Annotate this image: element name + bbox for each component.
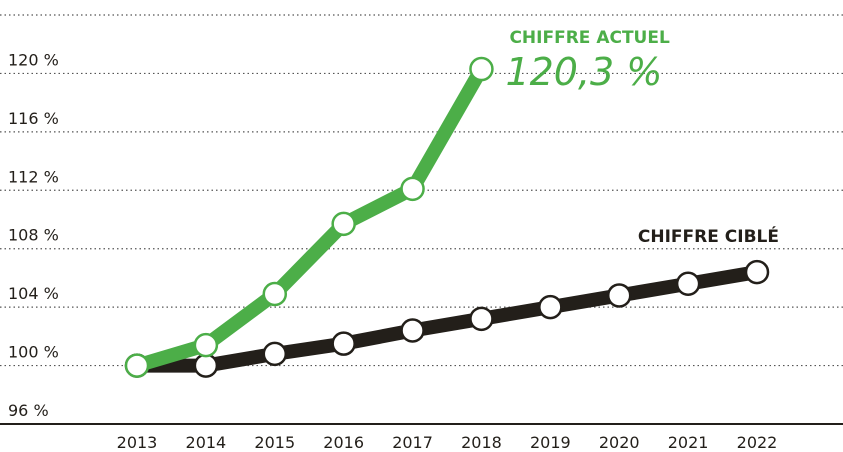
x-tick-label: 2014 <box>186 433 227 452</box>
point-marker <box>675 271 701 297</box>
point-marker <box>606 283 632 308</box>
series-label: CHIFFRE CIBLÉ <box>638 225 779 247</box>
point-marker <box>331 211 356 237</box>
x-tick-label: 2015 <box>254 433 295 452</box>
y-tick-label: 100 % <box>8 343 59 362</box>
x-tick-label: 2017 <box>392 433 433 452</box>
point-marker <box>744 259 770 285</box>
x-tick-label: 2021 <box>668 433 709 452</box>
y-tick-label: 116 % <box>8 109 59 128</box>
y-tick-label: 108 % <box>8 226 59 245</box>
value-label: 120,3 % <box>505 50 662 94</box>
x-tick-label: 2013 <box>117 433 158 452</box>
point-marker <box>193 353 219 378</box>
x-tick-label: 2020 <box>599 433 640 452</box>
y-tick-label: 120 % <box>8 50 59 69</box>
x-tick-label: 2022 <box>737 433 778 452</box>
x-tick-label: 2016 <box>323 433 364 452</box>
point-marker <box>469 56 494 82</box>
point-marker <box>124 353 150 378</box>
point-marker <box>400 318 425 343</box>
series-label: CHIFFRE ACTUEL <box>509 28 670 48</box>
y-tick-label: 112 % <box>8 167 59 186</box>
y-tick-label: 96 % <box>8 401 49 420</box>
point-marker <box>538 294 563 320</box>
series-line <box>137 265 759 373</box>
point-marker <box>262 281 288 307</box>
x-tick-label: 2018 <box>461 433 502 452</box>
y-tick-label: 104 % <box>8 284 59 303</box>
point-marker <box>400 176 425 202</box>
point-marker <box>193 332 219 358</box>
point-marker <box>469 306 494 332</box>
point-marker <box>331 331 356 356</box>
point-marker <box>262 341 288 367</box>
x-tick-label: 2019 <box>530 433 571 452</box>
